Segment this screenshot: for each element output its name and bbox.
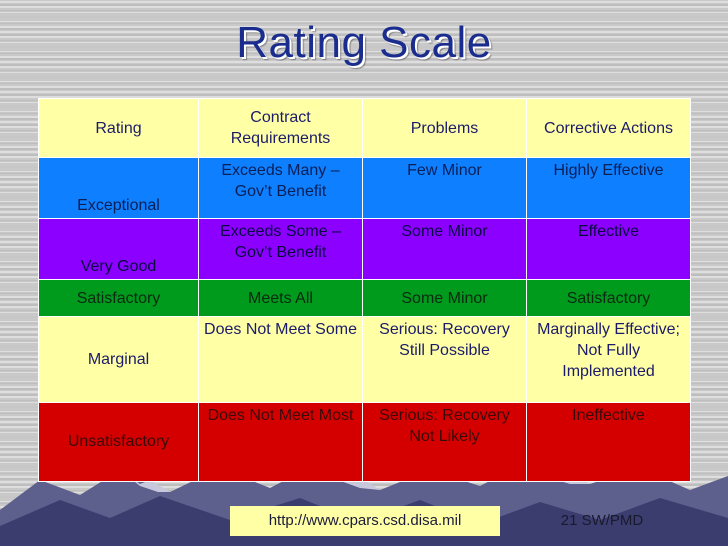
table-row-satisfactory: Satisfactory Meets All Some Minor Satisf…	[38, 279, 691, 317]
requirements-cell: Exceeds Some – Gov’t Benefit	[198, 218, 363, 281]
header-contract-requirements: Contract Requirements	[198, 97, 363, 159]
rating-cell: Unsatisfactory	[38, 401, 199, 483]
problems-cell: Few Minor	[362, 157, 527, 220]
requirements-cell: Does Not Meet Some	[198, 315, 363, 403]
problems-cell: Some Minor	[362, 279, 527, 317]
problems-cell: Serious: Recovery Still Possible	[362, 315, 527, 403]
footer-url-link[interactable]: http://www.cpars.csd.disa.mil	[230, 506, 500, 536]
slide-title: Rating Scale	[236, 18, 492, 67]
table-header-row: Rating Contract Requirements Problems Co…	[38, 97, 691, 159]
table-row-marginal: Marginal Does Not Meet Some Serious: Rec…	[38, 315, 691, 403]
requirements-cell: Does Not Meet Most	[198, 401, 363, 483]
rating-cell: Satisfactory	[38, 279, 199, 317]
rating-cell: Very Good	[38, 218, 199, 281]
rating-scale-table: Rating Contract Requirements Problems Co…	[38, 97, 691, 483]
actions-cell: Satisfactory	[526, 279, 691, 317]
actions-cell: Marginally Effective; Not Fully Implemen…	[526, 315, 691, 403]
requirements-cell: Exceeds Many – Gov’t Benefit	[198, 157, 363, 220]
actions-cell: Ineffective	[526, 401, 691, 483]
header-problems: Problems	[362, 97, 527, 159]
table-row-exceptional: Exceptional Exceeds Many – Gov’t Benefit…	[38, 157, 691, 220]
requirements-cell: Meets All	[198, 279, 363, 317]
actions-cell: Highly Effective	[526, 157, 691, 220]
table-row-unsatisfactory: Unsatisfactory Does Not Meet Most Seriou…	[38, 401, 691, 483]
header-rating: Rating	[38, 97, 199, 159]
problems-cell: Some Minor	[362, 218, 527, 281]
footer-organization: 21 SW/PMD	[560, 512, 644, 529]
problems-cell: Serious: Recovery Not Likely	[362, 401, 527, 483]
rating-cell: Marginal	[38, 315, 199, 403]
rating-cell: Exceptional	[38, 157, 199, 220]
table-row-very-good: Very Good Exceeds Some – Gov’t Benefit S…	[38, 218, 691, 281]
actions-cell: Effective	[526, 218, 691, 281]
header-corrective-actions: Corrective Actions	[526, 97, 691, 159]
